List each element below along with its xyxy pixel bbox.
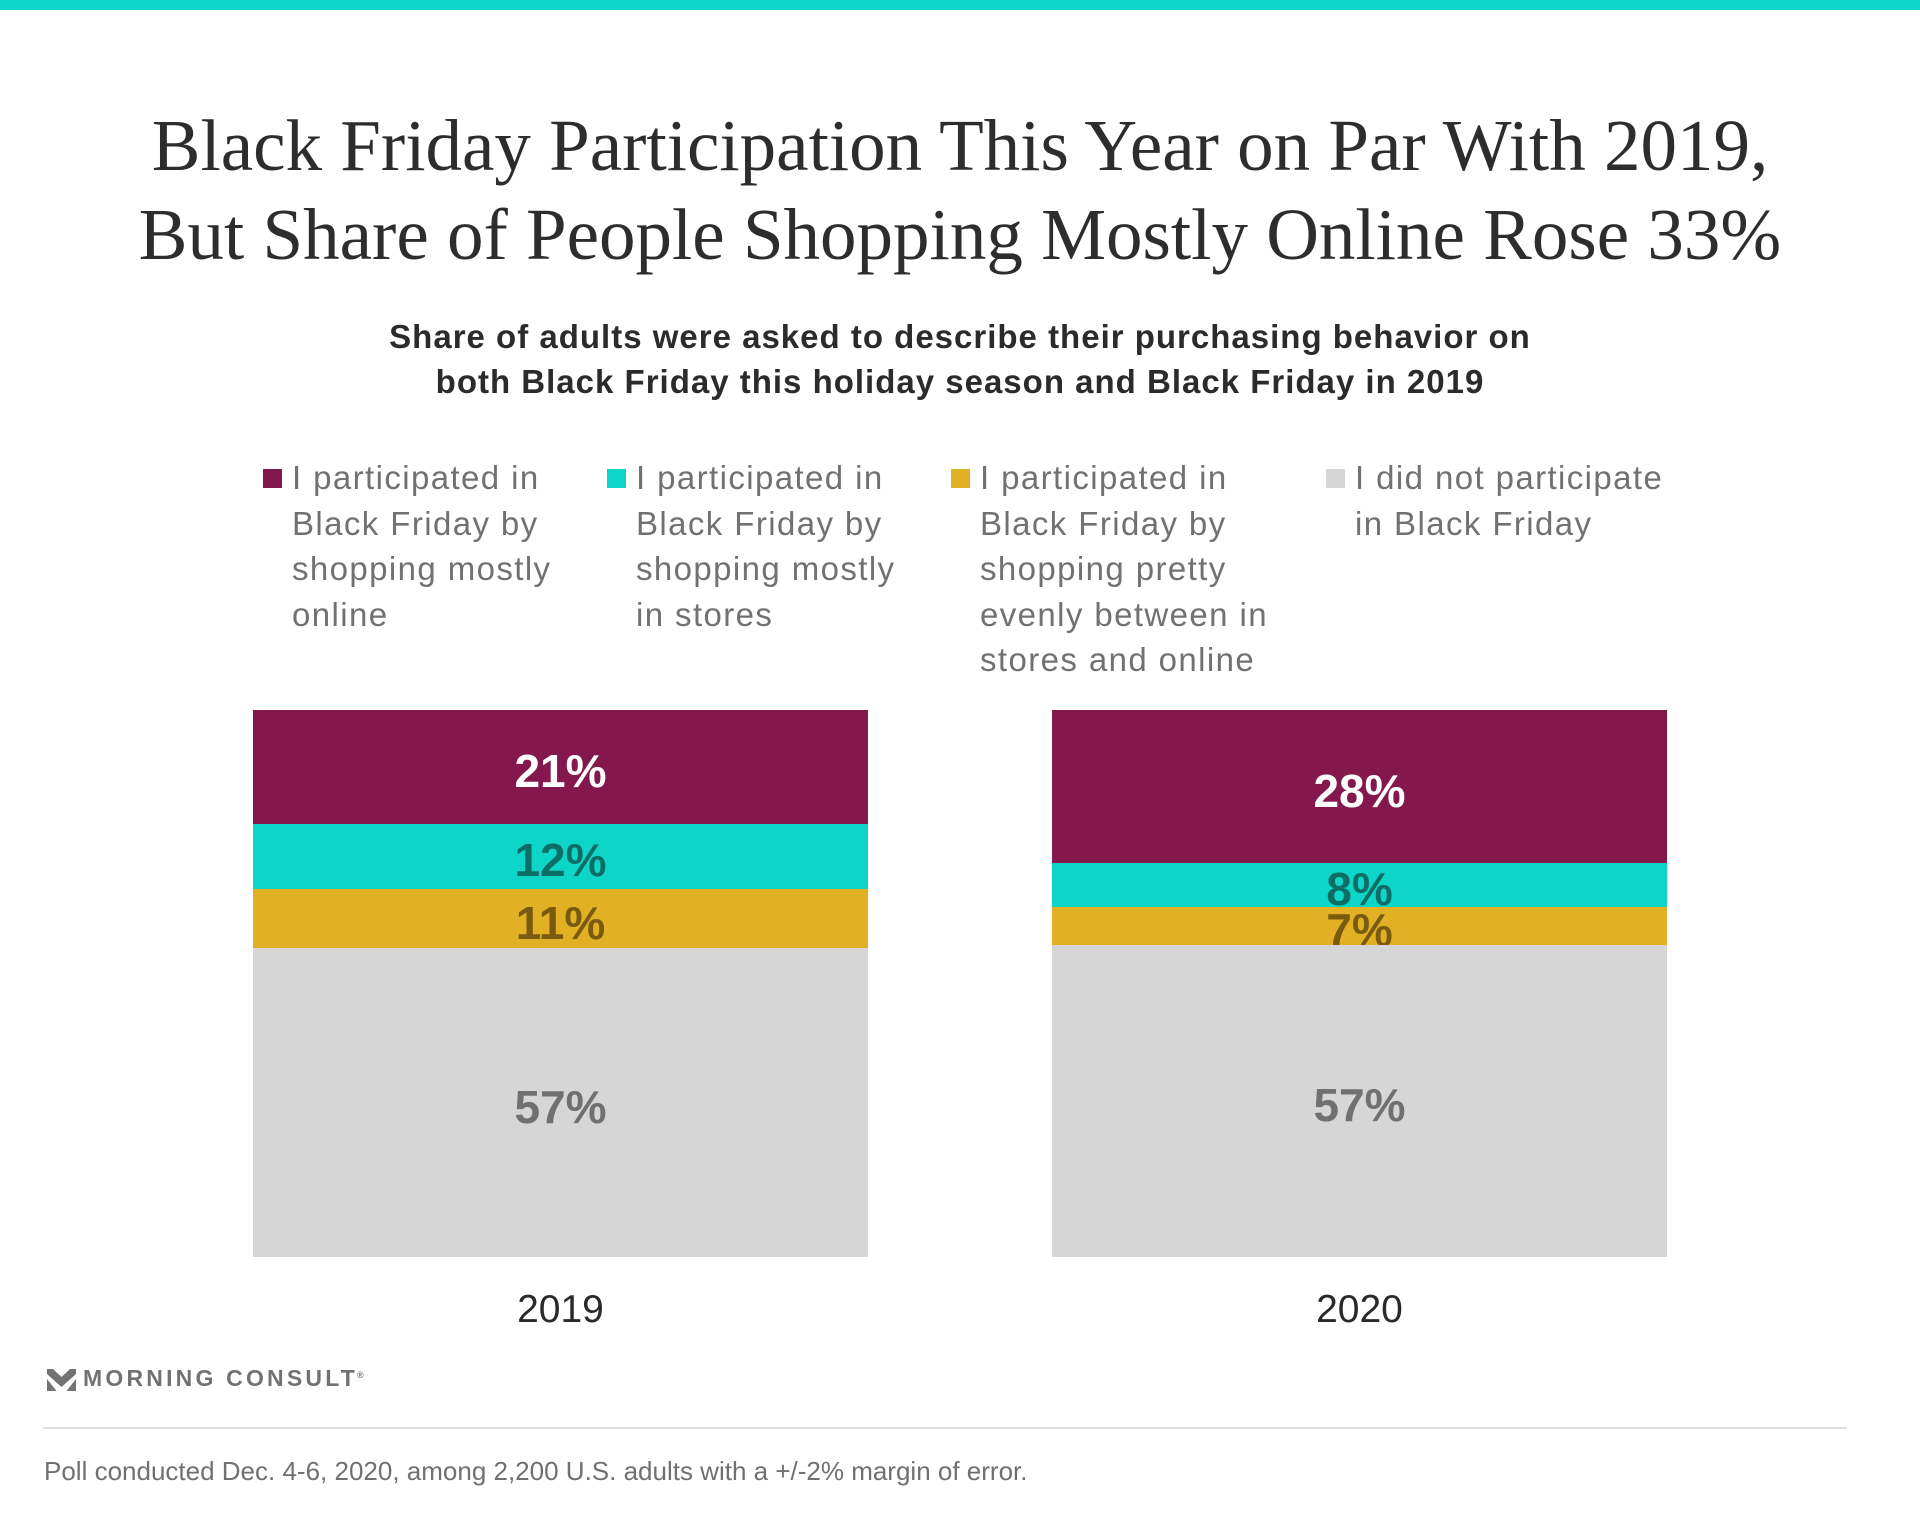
- legend-label-line: in stores: [636, 595, 774, 633]
- legend-label-line: I did not participate: [1355, 459, 1664, 496]
- legend-label: I did not participate in Black Friday: [1355, 455, 1663, 546]
- logo-wordmark: MORNING CONSULT: [83, 1365, 359, 1391]
- bar-segment-mostly-online-2019: 21%: [253, 710, 868, 824]
- legend-label-line: stores and online: [980, 641, 1256, 678]
- bar-value-label: 57%: [1313, 1079, 1406, 1132]
- stacked-bar-2020: 28% 8% 7% 57%: [1052, 710, 1667, 1257]
- legend-label-line: I participated in: [636, 459, 884, 496]
- chart-subtitle-line-1: Share of adults were asked to describe t…: [389, 318, 1531, 355]
- legend-label-line: Black Friday by: [636, 504, 883, 542]
- footer-divider: [43, 1427, 1847, 1429]
- bar-value-label: 21%: [514, 744, 607, 797]
- chart-title-line-1: Black Friday Participation This Year on …: [151, 105, 1769, 186]
- bar-segment-evenly-split-2020: 7%: [1052, 906, 1667, 953]
- legend-label-line: shopping mostly: [292, 550, 552, 587]
- accent-top-bar: [0, 0, 1920, 10]
- legend-label-line: shopping pretty: [980, 550, 1227, 587]
- legend-swatch-icon: [951, 469, 970, 488]
- stacked-bar-2019: 21% 12% 11% 57%: [253, 710, 868, 1257]
- legend-label: I participated in Black Friday by shoppi…: [636, 455, 895, 637]
- bar-value-label: 11%: [515, 896, 606, 949]
- x-axis-label-2020: 2020: [1316, 1288, 1403, 1331]
- footer-note: Poll conducted Dec. 4-6, 2020, among 2,2…: [44, 1456, 1028, 1486]
- legend-label: I participated in Black Friday by shoppi…: [292, 455, 551, 637]
- legend-swatch-icon: [263, 469, 282, 488]
- x-axis-label-2019: 2019: [517, 1288, 604, 1331]
- bar-value-label: 8%: [1326, 863, 1393, 916]
- bar-segment-mostly-in-stores-2019: 12%: [253, 823, 868, 889]
- bar-segment-evenly-split-2019: 11%: [253, 888, 868, 949]
- legend-label-line: I participated in: [292, 459, 540, 496]
- morning-consult-logo-text: MORNING CONSULT®: [83, 1367, 364, 1390]
- bar-segment-did-not-participate-2020: 57%: [1052, 945, 1667, 1257]
- morning-consult-logo-icon: [47, 1369, 76, 1391]
- bar-value-label: 12%: [514, 834, 607, 887]
- bar-segment-mostly-in-stores-2020: 8%: [1052, 863, 1667, 912]
- legend-swatch-icon: [1326, 469, 1345, 488]
- legend-label-line: I participated in: [980, 459, 1228, 496]
- legend-label-line: evenly between in: [980, 595, 1268, 633]
- bar-value-label: 57%: [514, 1080, 607, 1133]
- bar-segment-did-not-participate-2019: 57%: [253, 948, 868, 1257]
- legend-swatch-icon: [607, 469, 626, 488]
- bar-value-label: 28%: [1313, 764, 1406, 817]
- bar-segment-mostly-online-2020: 28%: [1052, 710, 1667, 864]
- registered-mark: ®: [357, 1370, 364, 1380]
- chart-subtitle-line-2: both Black Friday this holiday season an…: [435, 363, 1485, 400]
- chart-title: Black Friday Participation This Year on …: [0, 101, 1920, 279]
- legend-label-line: online: [292, 595, 389, 633]
- legend-label-line: Black Friday by: [980, 504, 1227, 542]
- chart-subtitle: Share of adults were asked to describe t…: [0, 314, 1920, 404]
- chart-title-line-2: But Share of People Shopping Mostly Onli…: [138, 194, 1782, 275]
- legend-label-line: shopping mostly: [636, 550, 896, 587]
- legend-label: I participated in Black Friday by shoppi…: [980, 455, 1268, 683]
- legend-label-line: Black Friday by: [292, 504, 539, 542]
- legend-label-line: in Black Friday: [1355, 504, 1593, 542]
